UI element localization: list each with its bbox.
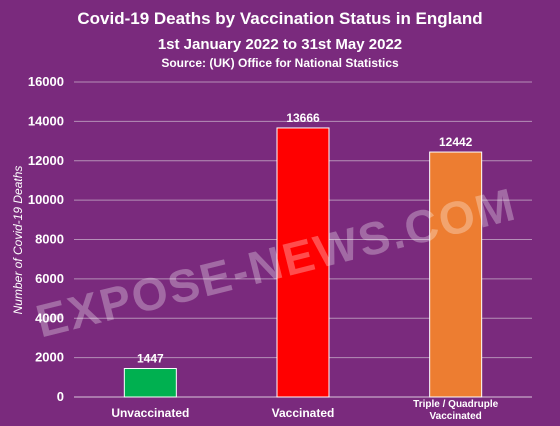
y-tick-label: 0 <box>57 389 64 404</box>
data-label: 1447 <box>137 352 164 366</box>
bar <box>276 127 330 398</box>
y-tick-label: 6000 <box>35 271 64 286</box>
category-labels: Unvaccinated Vaccinated Triple / Quadruple… <box>111 399 498 422</box>
y-tick-label: 10000 <box>28 192 64 207</box>
category-label: Triple / Quadruple Vaccinated <box>413 399 498 422</box>
y-tick-label: 4000 <box>35 310 64 325</box>
data-label: 12442 <box>439 135 473 149</box>
category-label: Vaccinated <box>272 406 335 420</box>
chart-subtitle: 1st January 2022 to 31st May 2022 <box>158 36 402 53</box>
bars <box>123 127 483 398</box>
y-axis-label: Number of Covid-19 Deaths <box>11 166 25 315</box>
category-label: Unvaccinated <box>111 406 189 420</box>
y-tick-label: 12000 <box>28 153 64 168</box>
chart-source: Source: (UK) Office for National Statist… <box>161 56 399 70</box>
bar <box>123 368 177 398</box>
data-label: 13666 <box>286 111 320 125</box>
chart-title: Covid-19 Deaths by Vaccination Status in… <box>77 9 482 28</box>
y-tick-labels: 0 2000 4000 6000 8000 10000 12000 14000 16000 <box>28 74 64 404</box>
y-tick-label: 2000 <box>35 350 64 365</box>
bar <box>429 151 483 398</box>
data-labels: 1447 13666 12442 <box>137 111 473 366</box>
y-tick-label: 8000 <box>35 232 64 247</box>
y-tick-label: 16000 <box>28 74 64 89</box>
y-tick-label: 14000 <box>28 113 64 128</box>
